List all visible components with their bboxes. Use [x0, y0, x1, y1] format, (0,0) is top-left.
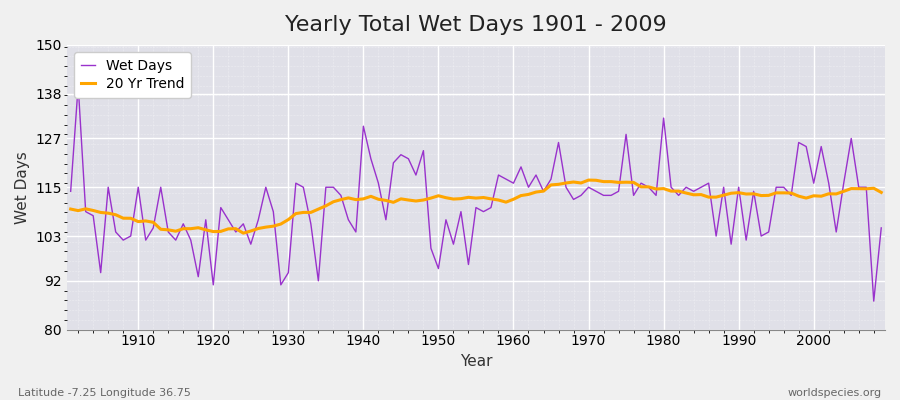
Wet Days — [298, 185, 309, 190]
Text: worldspecies.org: worldspecies.org — [788, 388, 882, 398]
20 Yr Trend — [516, 193, 526, 198]
Wet Days — [66, 189, 77, 194]
Line: 20 Yr Trend: 20 Yr Trend — [71, 180, 881, 233]
Wet Days — [606, 193, 616, 198]
Wet Days — [876, 226, 886, 230]
Title: Yearly Total Wet Days 1901 - 2009: Yearly Total Wet Days 1901 - 2009 — [285, 15, 667, 35]
Wet Days — [133, 185, 144, 190]
20 Yr Trend — [66, 207, 77, 212]
20 Yr Trend — [508, 197, 519, 202]
X-axis label: Year: Year — [460, 354, 492, 369]
Legend: Wet Days, 20 Yr Trend: Wet Days, 20 Yr Trend — [74, 52, 191, 98]
20 Yr Trend — [343, 196, 354, 200]
20 Yr Trend — [613, 180, 624, 185]
Wet Days — [508, 181, 519, 186]
20 Yr Trend — [583, 178, 594, 182]
Text: Latitude -7.25 Longitude 36.75: Latitude -7.25 Longitude 36.75 — [18, 388, 191, 398]
Wet Days — [868, 299, 879, 304]
Y-axis label: Wet Days: Wet Days — [15, 151, 30, 224]
20 Yr Trend — [125, 216, 136, 221]
20 Yr Trend — [238, 231, 248, 236]
Wet Days — [73, 83, 84, 88]
Line: Wet Days: Wet Days — [71, 86, 881, 301]
20 Yr Trend — [298, 210, 309, 215]
Wet Days — [343, 217, 354, 222]
20 Yr Trend — [876, 190, 886, 195]
Wet Days — [516, 164, 526, 169]
